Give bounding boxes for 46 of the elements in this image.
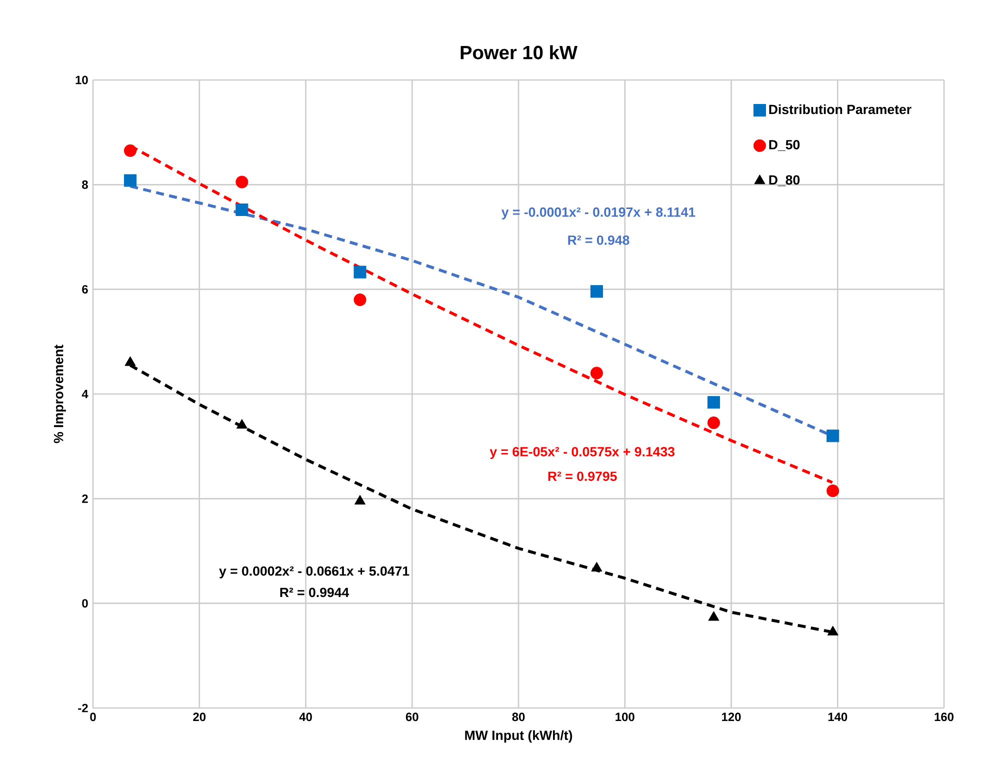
y-tick-label: 10 xyxy=(76,76,88,84)
point xyxy=(354,266,366,278)
point xyxy=(354,294,366,306)
point xyxy=(236,176,248,188)
annotation: y = 6E-05x² - 0.0575x + 9.1433 xyxy=(490,447,675,460)
point xyxy=(826,484,840,498)
annotation: R² = 0.9795 xyxy=(548,472,617,481)
point xyxy=(827,626,838,636)
y-axis-title: % Improvement xyxy=(54,344,66,444)
y-tick-label: 0 xyxy=(82,599,88,608)
point xyxy=(708,611,720,621)
chart-title: Power 10 kW xyxy=(460,45,578,60)
annotation: R² = 0.948 xyxy=(568,235,630,245)
x-tick-label: 60 xyxy=(406,712,418,722)
x-tick-label: 100 xyxy=(616,712,634,722)
point xyxy=(236,204,248,216)
point xyxy=(707,396,720,409)
point xyxy=(591,562,602,572)
point xyxy=(124,174,136,187)
legend-label: D_80 xyxy=(769,175,800,186)
point xyxy=(236,419,248,429)
x-tick-label: 20 xyxy=(193,712,206,722)
y-tick-label: 6 xyxy=(82,285,88,294)
x-tick-label: 160 xyxy=(934,712,954,722)
y-tick-label: -2 xyxy=(78,704,88,712)
x-tick-label: 120 xyxy=(722,712,741,722)
point xyxy=(590,285,603,298)
y-tick-label: 8 xyxy=(82,180,88,189)
annotation: y = 0.0002x² - 0.0661x + 5.0471 xyxy=(219,566,410,578)
point xyxy=(590,366,603,380)
x-tick-label: 80 xyxy=(512,712,525,722)
annotation: y = -0.0001x² - 0.0197x + 8.1141 xyxy=(501,207,696,220)
y-tick-label: 4 xyxy=(82,390,88,398)
y-tick-label: 2 xyxy=(82,494,88,503)
point xyxy=(707,416,720,430)
point xyxy=(826,430,840,442)
x-tick-label: 0 xyxy=(90,712,96,722)
x-tick-label: 40 xyxy=(299,712,312,722)
point xyxy=(124,144,136,157)
legend-label: D_50 xyxy=(769,140,800,151)
point xyxy=(354,495,366,505)
x-tick-label: 140 xyxy=(828,712,848,722)
legend-label: Distribution Parameter xyxy=(769,104,912,114)
point xyxy=(124,356,136,366)
annotation: R² = 0.9944 xyxy=(280,588,350,598)
x-axis-title: MW Input (kWh/t) xyxy=(465,730,572,743)
